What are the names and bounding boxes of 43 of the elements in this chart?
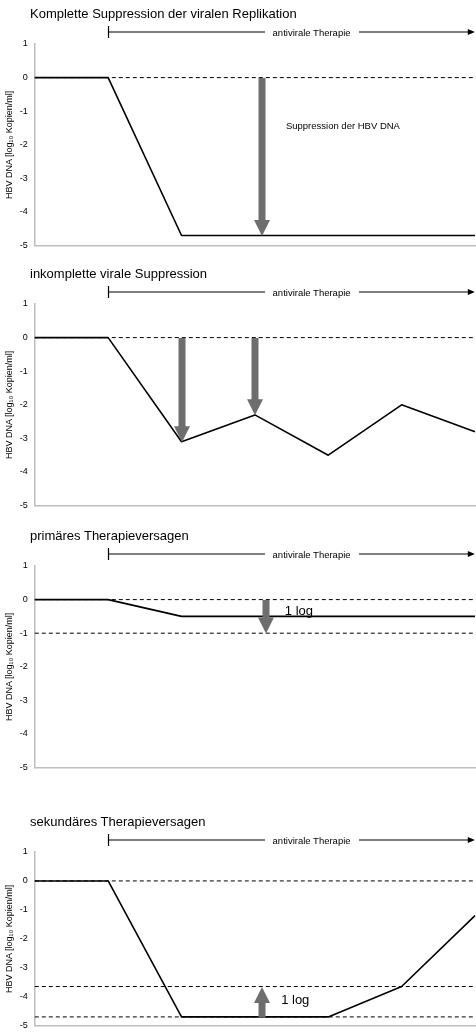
y-tick-label: 1 <box>22 560 28 571</box>
y-tick-label: 1 <box>22 298 28 309</box>
y-tick-label: -4 <box>19 728 28 739</box>
y-tick-label: -3 <box>19 432 28 443</box>
chart-title: primäres Therapieversagen <box>30 528 189 543</box>
y-tick-label: -2 <box>19 139 28 150</box>
y-tick-label: 0 <box>22 594 28 605</box>
y-axis-title: HBV DNA [log₁₀ Kopien/ml] <box>3 884 14 993</box>
y-tick-label: -1 <box>19 904 28 915</box>
y-tick-label: -5 <box>19 1020 28 1031</box>
y-tick-label: -5 <box>19 762 28 773</box>
y-tick-label: -5 <box>19 500 28 511</box>
annotation: Suppression der HBV DNA <box>285 119 400 131</box>
y-tick-label: -3 <box>19 172 28 183</box>
y-tick-label: 1 <box>22 38 28 49</box>
y-tick-label: -4 <box>19 206 28 217</box>
y-tick-label: 1 <box>22 846 28 857</box>
y-tick-label: 0 <box>22 72 28 83</box>
y-axis-title: HBV DNA [log₁₀ Kopien/ml] <box>3 90 14 199</box>
y-tick-label: -5 <box>19 240 28 251</box>
y-tick-label: -1 <box>19 365 28 376</box>
chart-title: inkomplette virale Suppression <box>30 266 208 281</box>
annotation: 1 log <box>284 602 314 618</box>
y-axis-title: HBV DNA [log₁₀ Kopien/ml] <box>3 350 14 459</box>
text: antivirale Therapie <box>264 286 359 298</box>
text: antivirale Therapie <box>264 26 359 38</box>
y-tick-label: -4 <box>19 466 28 477</box>
y-tick-label: -2 <box>19 661 28 672</box>
chart-title: sekundäres Therapieversagen <box>30 814 206 829</box>
y-tick-label: -1 <box>19 105 28 116</box>
y-tick-label: -3 <box>19 962 28 973</box>
y-tick-label: -3 <box>19 694 28 705</box>
y-tick-label: -4 <box>19 991 28 1002</box>
y-tick-label: -2 <box>19 933 28 944</box>
y-tick-label: -2 <box>19 399 28 410</box>
annotation: 1 log <box>281 991 310 1007</box>
text: antivirale Therapie <box>264 548 359 560</box>
chart-title: Komplette Suppression der viralen Replikation <box>30 6 297 21</box>
y-tick-label: -1 <box>19 627 28 638</box>
y-tick-label: 0 <box>22 875 28 886</box>
y-tick-label: 0 <box>22 332 28 343</box>
text: antivirale Therapie <box>264 834 359 846</box>
y-axis-title: HBV DNA [log₁₀ Kopien/ml] <box>3 612 14 721</box>
